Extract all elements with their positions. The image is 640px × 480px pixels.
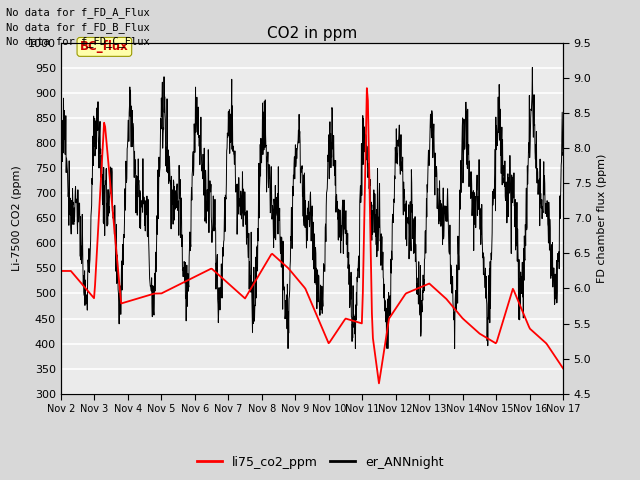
Text: BC_flux: BC_flux — [80, 40, 129, 53]
Y-axis label: FD chamber flux (ppm): FD chamber flux (ppm) — [597, 154, 607, 283]
Text: No data for f_FD_B_Flux: No data for f_FD_B_Flux — [6, 22, 150, 33]
Title: CO2 in ppm: CO2 in ppm — [267, 25, 357, 41]
Legend: li75_co2_ppm, er_ANNnight: li75_co2_ppm, er_ANNnight — [191, 451, 449, 474]
Y-axis label: Li-7500 CO2 (ppm): Li-7500 CO2 (ppm) — [12, 166, 22, 271]
Text: No data for f_FD_A_Flux: No data for f_FD_A_Flux — [6, 7, 150, 18]
Text: No data for f_FD_C_Flux: No data for f_FD_C_Flux — [6, 36, 150, 47]
